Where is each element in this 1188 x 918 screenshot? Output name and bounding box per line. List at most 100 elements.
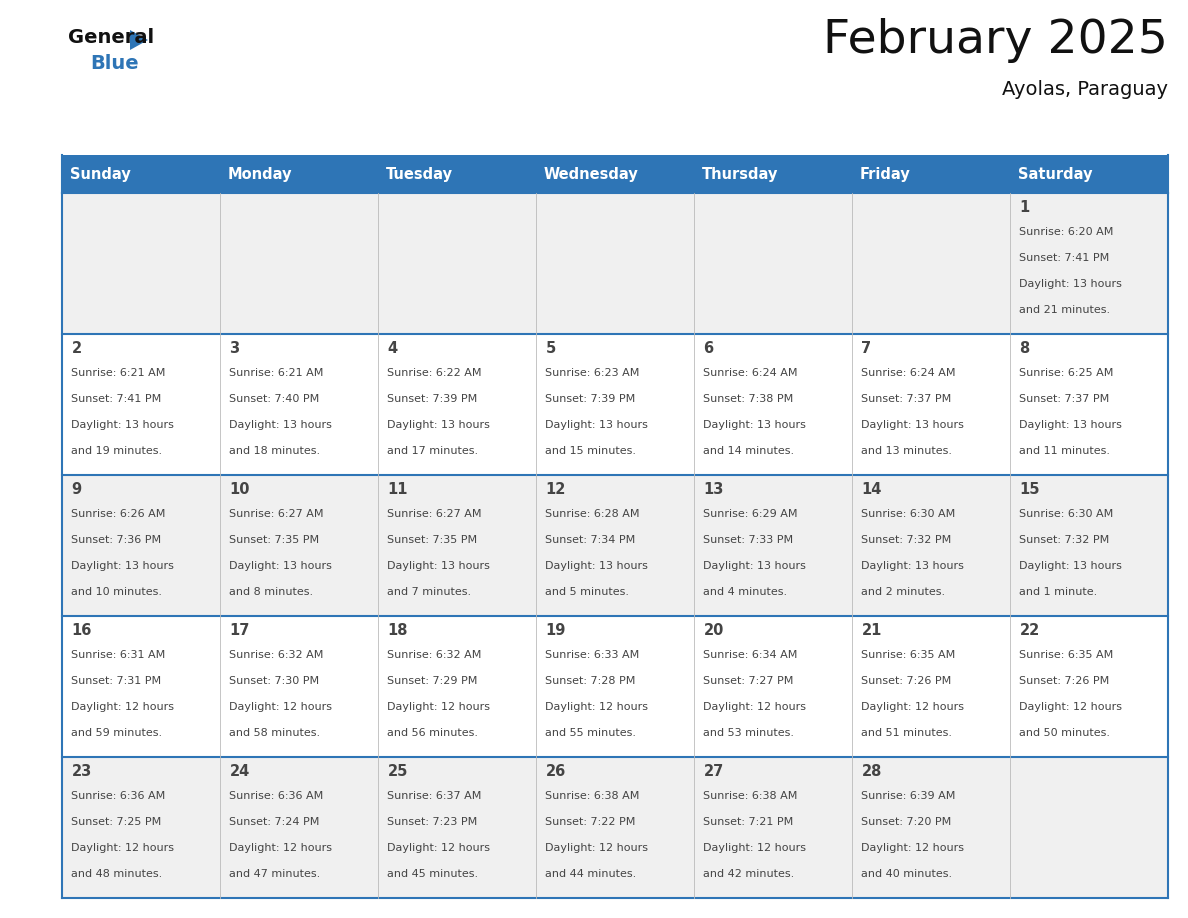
Bar [378, 193, 536, 334]
Text: 14: 14 [861, 482, 881, 497]
Bar [378, 155, 536, 193]
Text: and 45 minutes.: and 45 minutes. [387, 869, 479, 879]
Text: and 2 minutes.: and 2 minutes. [861, 587, 946, 597]
Text: Daylight: 12 hours: Daylight: 12 hours [387, 843, 491, 853]
Bar [1010, 475, 1168, 616]
Bar [852, 155, 1010, 193]
Bar [378, 334, 536, 475]
Text: Monday: Monday [228, 166, 292, 182]
Text: Sunset: 7:25 PM: Sunset: 7:25 PM [71, 817, 162, 827]
Bar [536, 155, 694, 193]
Bar [62, 616, 220, 757]
Bar [220, 475, 378, 616]
Text: Friday: Friday [860, 166, 911, 182]
Text: Daylight: 12 hours: Daylight: 12 hours [861, 843, 965, 853]
Text: Sunrise: 6:27 AM: Sunrise: 6:27 AM [387, 509, 482, 519]
Bar [62, 334, 220, 475]
Text: Sunset: 7:31 PM: Sunset: 7:31 PM [71, 676, 162, 686]
Bar [378, 616, 536, 757]
Text: 1: 1 [1019, 200, 1030, 215]
Text: Sunrise: 6:24 AM: Sunrise: 6:24 AM [703, 368, 798, 378]
Bar [220, 193, 378, 334]
Text: Sunrise: 6:36 AM: Sunrise: 6:36 AM [71, 790, 166, 800]
Text: Sunset: 7:20 PM: Sunset: 7:20 PM [861, 817, 952, 827]
Text: Daylight: 13 hours: Daylight: 13 hours [703, 420, 807, 430]
Text: General: General [68, 28, 154, 47]
Text: Sunset: 7:35 PM: Sunset: 7:35 PM [229, 535, 320, 545]
Text: Sunset: 7:39 PM: Sunset: 7:39 PM [545, 394, 636, 404]
Text: Daylight: 12 hours: Daylight: 12 hours [861, 702, 965, 712]
Text: and 42 minutes.: and 42 minutes. [703, 869, 795, 879]
Text: 2: 2 [71, 341, 82, 356]
Text: Sunset: 7:34 PM: Sunset: 7:34 PM [545, 535, 636, 545]
Text: Sunrise: 6:22 AM: Sunrise: 6:22 AM [387, 368, 482, 378]
Text: Sunrise: 6:20 AM: Sunrise: 6:20 AM [1019, 227, 1114, 237]
Text: and 18 minutes.: and 18 minutes. [229, 446, 321, 456]
Text: Sunset: 7:26 PM: Sunset: 7:26 PM [1019, 676, 1110, 686]
Text: 19: 19 [545, 623, 565, 638]
Text: Daylight: 12 hours: Daylight: 12 hours [387, 702, 491, 712]
Text: Sunset: 7:37 PM: Sunset: 7:37 PM [1019, 394, 1110, 404]
Text: Sunrise: 6:25 AM: Sunrise: 6:25 AM [1019, 368, 1114, 378]
Text: and 59 minutes.: and 59 minutes. [71, 728, 163, 738]
Text: Sunrise: 6:28 AM: Sunrise: 6:28 AM [545, 509, 640, 519]
Text: and 55 minutes.: and 55 minutes. [545, 728, 637, 738]
Text: Sunrise: 6:29 AM: Sunrise: 6:29 AM [703, 509, 798, 519]
Text: Sunset: 7:32 PM: Sunset: 7:32 PM [861, 535, 952, 545]
Bar [62, 193, 220, 334]
Text: Sunset: 7:41 PM: Sunset: 7:41 PM [71, 394, 162, 404]
Text: Sunset: 7:24 PM: Sunset: 7:24 PM [229, 817, 320, 827]
Bar [852, 193, 1010, 334]
Text: Sunrise: 6:31 AM: Sunrise: 6:31 AM [71, 650, 166, 660]
Text: and 44 minutes.: and 44 minutes. [545, 869, 637, 879]
Text: Sunrise: 6:24 AM: Sunrise: 6:24 AM [861, 368, 956, 378]
Text: Daylight: 12 hours: Daylight: 12 hours [1019, 702, 1123, 712]
Text: Daylight: 13 hours: Daylight: 13 hours [1019, 420, 1123, 430]
Text: Sunrise: 6:23 AM: Sunrise: 6:23 AM [545, 368, 640, 378]
Text: Saturday: Saturday [1018, 166, 1093, 182]
Text: Sunset: 7:23 PM: Sunset: 7:23 PM [387, 817, 478, 827]
Text: Daylight: 13 hours: Daylight: 13 hours [1019, 561, 1123, 571]
Bar [62, 757, 220, 898]
Text: Sunrise: 6:26 AM: Sunrise: 6:26 AM [71, 509, 166, 519]
Text: and 47 minutes.: and 47 minutes. [229, 869, 321, 879]
Bar [536, 616, 694, 757]
Bar [1010, 757, 1168, 898]
Text: Sunrise: 6:35 AM: Sunrise: 6:35 AM [861, 650, 955, 660]
Text: 12: 12 [545, 482, 565, 497]
Text: Daylight: 13 hours: Daylight: 13 hours [861, 561, 965, 571]
Text: Sunset: 7:37 PM: Sunset: 7:37 PM [861, 394, 952, 404]
Text: Sunset: 7:41 PM: Sunset: 7:41 PM [1019, 252, 1110, 263]
Bar [852, 475, 1010, 616]
Text: 21: 21 [861, 623, 881, 638]
Text: Daylight: 12 hours: Daylight: 12 hours [545, 843, 649, 853]
Bar [378, 757, 536, 898]
Text: Daylight: 13 hours: Daylight: 13 hours [229, 561, 333, 571]
Text: Daylight: 13 hours: Daylight: 13 hours [71, 561, 175, 571]
Bar [694, 757, 852, 898]
Text: Sunrise: 6:38 AM: Sunrise: 6:38 AM [703, 790, 798, 800]
Text: Daylight: 12 hours: Daylight: 12 hours [545, 702, 649, 712]
Text: and 5 minutes.: and 5 minutes. [545, 587, 630, 597]
Text: Sunset: 7:29 PM: Sunset: 7:29 PM [387, 676, 478, 686]
Text: Sunrise: 6:35 AM: Sunrise: 6:35 AM [1019, 650, 1113, 660]
Text: Sunrise: 6:30 AM: Sunrise: 6:30 AM [1019, 509, 1113, 519]
Bar [694, 193, 852, 334]
Text: and 50 minutes.: and 50 minutes. [1019, 728, 1111, 738]
Polygon shape [129, 30, 148, 50]
Text: Sunday: Sunday [70, 166, 131, 182]
Text: Sunset: 7:30 PM: Sunset: 7:30 PM [229, 676, 320, 686]
Text: 5: 5 [545, 341, 556, 356]
Text: 17: 17 [229, 623, 249, 638]
Text: and 56 minutes.: and 56 minutes. [387, 728, 479, 738]
Bar [852, 334, 1010, 475]
Text: Daylight: 12 hours: Daylight: 12 hours [703, 702, 807, 712]
Text: and 4 minutes.: and 4 minutes. [703, 587, 788, 597]
Text: Sunset: 7:22 PM: Sunset: 7:22 PM [545, 817, 636, 827]
Text: and 40 minutes.: and 40 minutes. [861, 869, 953, 879]
Text: and 17 minutes.: and 17 minutes. [387, 446, 479, 456]
Text: Ayolas, Paraguay: Ayolas, Paraguay [1001, 80, 1168, 99]
Bar [220, 616, 378, 757]
Text: 10: 10 [229, 482, 249, 497]
Bar [852, 757, 1010, 898]
